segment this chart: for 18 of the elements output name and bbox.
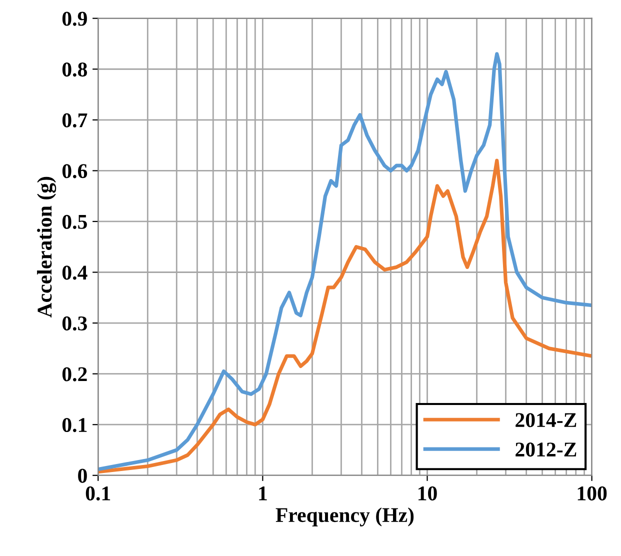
y-tick-label: 0.3 (62, 316, 87, 331)
x-tick-label: 10 (418, 486, 437, 500)
y-axis-title: Acceleration (g) (37, 176, 56, 318)
y-tick-label: 0.1 (62, 418, 87, 432)
y-tick-label: 0.8 (62, 62, 88, 77)
y-tick-label: 0.5 (62, 214, 87, 229)
y-tick-label: 0.9 (62, 12, 87, 26)
legend-label: 2014-Z (516, 413, 576, 428)
x-axis-title: Frequency (Hz) (276, 507, 414, 526)
y-tick-label: 0.6 (62, 164, 88, 178)
y-tick-label: 0.2 (62, 367, 87, 382)
y-tick-label: 0 (78, 468, 87, 483)
x-tick-label: 100 (578, 486, 607, 500)
y-tick-label: 0.7 (62, 113, 88, 128)
x-tick-label: 1 (259, 486, 267, 500)
y-tick-label: 0.4 (62, 266, 88, 280)
legend-label: 2012-Z (516, 442, 576, 457)
x-tick-label: 0.1 (86, 486, 110, 501)
